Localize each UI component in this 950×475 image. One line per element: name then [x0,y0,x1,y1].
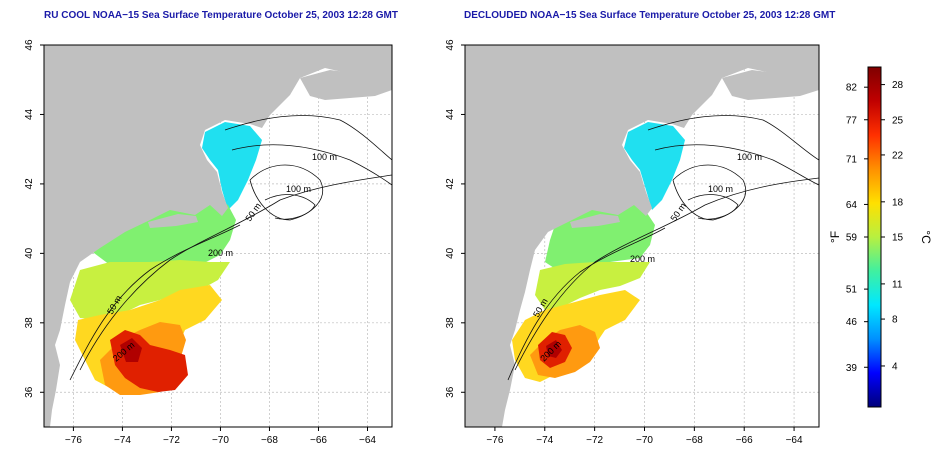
left-sst-region-green [90,195,236,270]
right-lon-tick-label-2: −72 [586,435,603,446]
right-contour-shelf-outer [654,144,820,186]
left-contour-label-200m-shelf: 200 m [208,248,233,258]
right-sst-region-yellow-green [535,262,650,310]
left-lat-tick-label-1: 38 [24,317,35,329]
left-contour-50m [69,224,241,381]
colorbar-c-tick-label-2: 22 [892,150,904,161]
left-lon-tick-label-4: −68 [261,435,278,446]
left-bathymetry-contours [69,115,393,381]
colorbar-celsius-unit: °C [919,230,933,244]
left-contour-shelf-outer [231,144,393,186]
colorbar-f-tick-label-0: 82 [846,83,858,94]
left-panel-title: RU COOL NOAA−15 Sea Surface Temperature … [44,10,398,21]
left-sst-region-cyan [202,122,262,210]
colorbar-c-tick-label-5: 11 [892,279,903,290]
left-contour-georges-bank [264,194,316,220]
left-land-long-island [148,214,198,228]
left-lat-tick-label-2: 40 [24,247,35,259]
colorbar-fahrenheit-ticks: 82 77 71 64 59 51 46 39 [846,83,868,374]
colorbar-c-tick-label-1: 25 [892,115,904,126]
temperature-colorbar: 82 77 71 64 59 51 46 39 28 25 22 18 15 11 8 4 °F °C [828,66,933,408]
right-lon-tick-label-3: −70 [636,435,653,446]
left-sst-region-yellow-green [70,260,230,320]
right-lon-tick-label-4: −68 [686,435,703,446]
colorbar-f-tick-label-4: 59 [846,233,858,244]
right-land-mainland [465,45,819,427]
colorbar-c-tick-label-3: 18 [892,197,904,208]
right-contour-georges-bank [687,194,739,220]
right-lat-tick-label-5: 46 [445,39,456,51]
right-lat-tick-label-4: 44 [445,108,456,120]
right-contour-label-200m-shelf: 200 m [630,254,655,264]
left-lon-tick-label-5: −66 [310,435,327,446]
colorbar-c-tick-label-0: 28 [892,80,904,91]
right-land-nova-scotia [722,68,819,100]
colorbar-scale [868,67,881,407]
left-land [44,45,392,427]
left-lon-tick-label-2: −72 [163,435,180,446]
left-lat-tick-label-0: 36 [24,386,35,398]
colorbar-fahrenheit-unit: °F [828,231,842,243]
left-lon-tick-label-0: −76 [65,435,82,446]
left-contour-label-100m-north: 100 m [312,152,337,162]
colorbar-f-tick-label-5: 51 [846,285,858,296]
left-contour-gulf-of-maine [249,164,323,221]
left-lon-tick-label-3: −70 [212,435,229,446]
right-latitude-axis: 36 38 40 42 44 46 [445,39,465,398]
right-longitude-axis: −76 −74 −72 −70 −68 −66 −64 [486,427,803,446]
colorbar-c-tick-label-7: 4 [892,361,898,372]
left-land-mainland [44,45,392,427]
colorbar-f-tick-label-3: 64 [846,200,858,211]
right-map-panel: 100 m 100 m 50 m 200 m 50 m 200 m −76 −74… [445,39,820,446]
left-sst-field [70,122,262,395]
right-lon-tick-label-5: −66 [736,435,753,446]
right-lat-tick-label-3: 42 [445,178,456,190]
left-sst-region-darkred [120,338,142,362]
right-lat-tick-label-2: 40 [445,247,456,259]
right-sst-region-cyan [624,122,685,210]
colorbar-f-tick-label-2: 71 [846,154,858,165]
left-longitude-axis: −76 −74 −72 −70 −68 −66 −64 [65,427,376,446]
right-land-long-island [570,214,620,228]
right-sst-region-darkred [546,340,562,358]
right-lat-tick-label-0: 36 [445,386,456,398]
right-land [465,45,819,427]
colorbar-f-tick-label-7: 39 [846,363,858,374]
right-panel-title: DECLOUDED NOAA−15 Sea Surface Temperatur… [464,10,836,21]
right-sst-field [512,122,685,382]
left-lon-tick-label-1: −74 [114,435,131,446]
colorbar-c-tick-label-6: 8 [892,315,898,326]
colorbar-c-tick-label-4: 15 [892,233,904,244]
colorbar-celsius-ticks: 28 25 22 18 15 11 8 4 [881,80,904,372]
left-map-frame [43,44,393,428]
right-contour-label-100m-east: 100 m [708,184,733,194]
left-latitude-axis: 36 38 40 42 44 46 [24,39,44,398]
right-lon-tick-label-6: −64 [786,435,803,446]
colorbar-f-tick-label-6: 46 [846,317,858,328]
right-map-frame [464,44,820,428]
left-contour-shelf-inner [224,115,393,161]
colorbar-f-tick-label-1: 77 [846,115,858,126]
left-lon-tick-label-6: −64 [359,435,376,446]
right-contour-gulf-of-maine [672,164,746,221]
left-land-nova-scotia [300,68,392,100]
left-lat-tick-label-5: 46 [24,39,35,51]
left-contour-label-100m-east: 100 m [286,184,311,194]
left-lat-tick-label-3: 42 [24,178,35,190]
left-contour-200m [79,174,393,371]
left-map-panel: 100 m 100 m 50 m 200 m 50 m 200 m −76 −74… [24,39,393,446]
right-lon-tick-label-1: −74 [536,435,553,446]
right-lat-tick-label-1: 38 [445,317,456,329]
right-contour-shelf-inner [647,115,820,161]
right-contour-50m [507,227,666,381]
right-contour-label-100m-north: 100 m [737,152,762,162]
right-bathymetry-contours [507,115,820,381]
left-lat-tick-label-4: 44 [24,108,35,120]
right-lon-tick-label-0: −76 [486,435,503,446]
right-contour-200m [514,177,820,371]
